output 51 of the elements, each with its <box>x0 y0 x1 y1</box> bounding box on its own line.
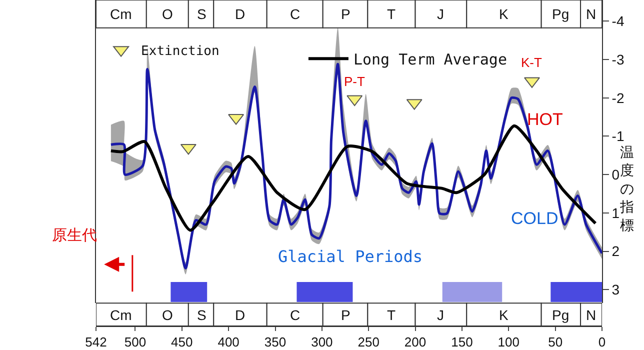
band-label: Pg <box>552 6 570 22</box>
text: Cm <box>110 307 132 323</box>
legend-label: Extinction <box>141 44 220 59</box>
y-tick-label: -4 <box>612 13 624 29</box>
band-label: O <box>162 6 173 22</box>
band-label: C <box>290 6 300 22</box>
y-tick-label: 3 <box>612 282 620 298</box>
band-label: S <box>197 6 206 22</box>
x-tick-label: 50 <box>548 334 563 350</box>
band-label: D <box>235 6 246 22</box>
text: O <box>162 307 173 323</box>
band-label: K <box>499 6 509 22</box>
band-label: T <box>387 6 396 22</box>
text: T <box>387 307 396 323</box>
text: J <box>437 307 444 323</box>
x-tick-label: 542 <box>85 334 107 350</box>
x-tick-label: 100 <box>498 334 520 350</box>
x-tick-label: 450 <box>171 334 193 350</box>
band-label: P <box>341 6 350 22</box>
x-tick-label: 250 <box>358 334 380 350</box>
text: C <box>290 307 300 323</box>
annotation: P-T <box>344 74 365 89</box>
annotation: COLD <box>511 209 558 228</box>
text: D <box>235 307 246 323</box>
legend-label: Long Term Average <box>353 50 507 68</box>
text: K <box>499 307 508 323</box>
y-tick-label: -2 <box>612 90 624 106</box>
annotation: Glacial Periods <box>278 247 422 266</box>
annotation: K-T <box>521 55 542 70</box>
x-tick-label: 350 <box>264 334 286 350</box>
annotation: HOT <box>527 110 563 129</box>
y-tick-label: -1 <box>612 128 624 144</box>
y-tick-label: 0 <box>612 166 620 182</box>
line-series <box>109 124 597 232</box>
band-label: J <box>437 6 444 22</box>
x-tick-label: 400 <box>218 334 240 350</box>
y-axis-title: 温度の指標 <box>619 145 634 234</box>
text: S <box>197 307 206 323</box>
text: N <box>586 307 596 323</box>
y-tick-label: 1 <box>612 204 620 221</box>
band-label: N <box>586 6 596 22</box>
text: Pg <box>552 307 570 323</box>
x-tick-label: 300 <box>311 334 333 350</box>
text: P <box>341 307 350 323</box>
x-tick-label: 500 <box>124 334 146 350</box>
x-tick-label: 0 <box>598 334 606 350</box>
x-tick-label: 150 <box>451 334 473 350</box>
y-tick-label: 2 <box>612 243 620 260</box>
y-tick-label: -3 <box>612 51 624 68</box>
band-label: Cm <box>110 6 132 22</box>
x-tick-label: 200 <box>404 334 426 350</box>
